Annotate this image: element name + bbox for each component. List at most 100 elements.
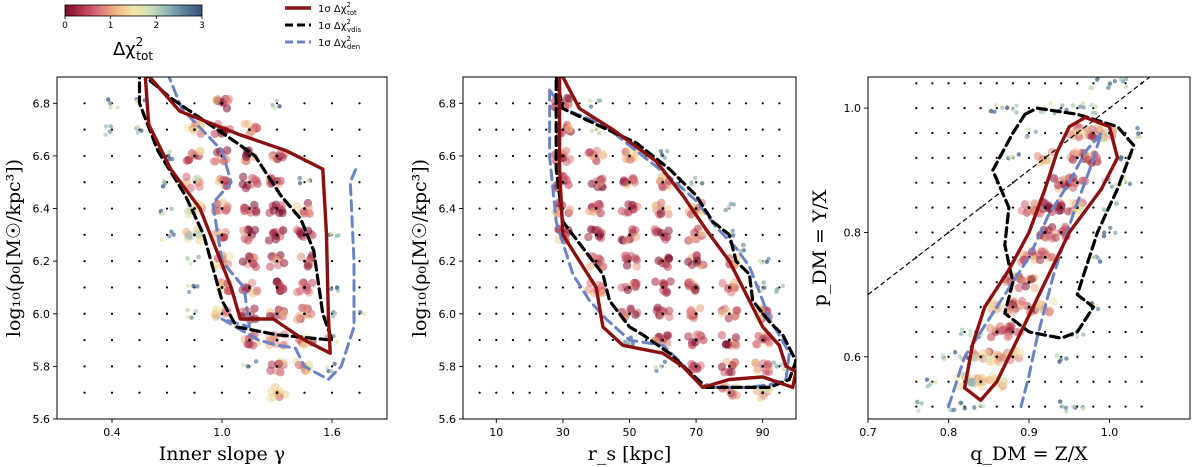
grid-point [1076,106,1079,110]
grid-point [495,338,498,342]
grid-point [915,330,918,334]
cluster-center [303,259,306,263]
grid-point [83,154,86,158]
grid-point [611,102,614,105]
cluster-center [628,312,631,316]
cluster-center [1011,330,1015,334]
grid-point [1140,355,1143,358]
sample-point [621,147,630,157]
grid-point [645,207,648,210]
grid-point [478,391,481,394]
sample-point [989,297,998,306]
grid-point [947,156,950,159]
grid-point [963,131,966,135]
grid-point [963,82,966,85]
sparse-point [980,403,986,409]
sparse-point [779,362,784,367]
sparse-point [992,109,997,114]
sparse-point [1094,77,1100,82]
sparse-point [942,356,947,362]
x-tick-label: 90 [756,426,770,439]
sample-point [717,362,727,372]
sample-point [565,154,575,164]
sparse-point [972,405,977,410]
sparse-point [771,360,777,365]
sample-point [727,367,736,377]
grid-point [1124,82,1127,85]
grid-point [495,181,498,184]
grid-point [193,102,196,105]
grid-point [578,365,581,368]
sample-point [1067,198,1076,208]
cluster-center [220,286,224,289]
grid-point [165,312,169,315]
sample-point [1051,233,1060,242]
grid-point [358,233,361,236]
sparse-point [196,254,201,260]
sample-point [210,129,220,139]
cluster-center [275,207,279,210]
grid-point [711,391,714,394]
sample-point [632,255,641,265]
grid-point [931,82,934,85]
sparse-point [169,229,174,234]
sample-point [763,360,773,369]
grid-point [1124,355,1127,358]
grid-point [711,338,714,342]
sparse-point [1000,105,1005,110]
sparse-point [919,401,924,406]
cluster-center [303,233,306,237]
sample-point [632,262,641,271]
grid-point [711,102,714,105]
grid-point [110,286,114,289]
sample-point [691,337,700,347]
sparse-point [108,105,113,110]
grid-point [1060,305,1063,309]
grid-point [511,128,515,131]
grid-point [528,260,531,263]
grid-point [744,312,748,315]
sample-point [244,340,253,349]
grid-point [979,106,982,110]
grid-point [778,154,781,158]
grid-point [744,391,748,394]
sample-point [296,229,305,239]
sparse-point [933,380,938,385]
grid-point [330,260,334,263]
sparse-point [1135,125,1140,131]
grid-point [947,131,950,135]
grid-point [1092,380,1095,383]
sparse-point [135,130,141,135]
grid-point [478,286,481,289]
grid-point [511,286,515,289]
grid-point [678,154,681,158]
sample-point [1017,297,1027,306]
cluster-center [303,312,306,316]
grid-point [545,286,548,289]
y-tick-label: 1.0 [844,102,862,115]
sample-point [987,324,997,333]
grid-point [1027,181,1031,184]
sparse-point [115,105,120,110]
grid-point [330,128,334,131]
grid-point [931,206,934,209]
sample-point [666,277,675,286]
sparse-point [952,407,957,412]
grid-point [1027,156,1031,159]
grid-point [1092,355,1095,358]
grid-point [1092,82,1095,85]
sample-point [999,378,1009,388]
grid-point [915,206,918,209]
grid-point [931,330,934,334]
cluster-center [995,355,999,359]
grid-point [1092,281,1095,284]
sparse-point [1127,181,1133,187]
y-tick-label: 5.8 [439,360,457,373]
sparse-point [957,354,962,359]
grid-point [1092,405,1095,408]
grid-point [193,365,196,368]
grid-point [645,391,648,394]
sparse-point [1135,134,1140,139]
grid-point [1076,82,1079,85]
y-tick-label: 0.8 [844,226,862,239]
